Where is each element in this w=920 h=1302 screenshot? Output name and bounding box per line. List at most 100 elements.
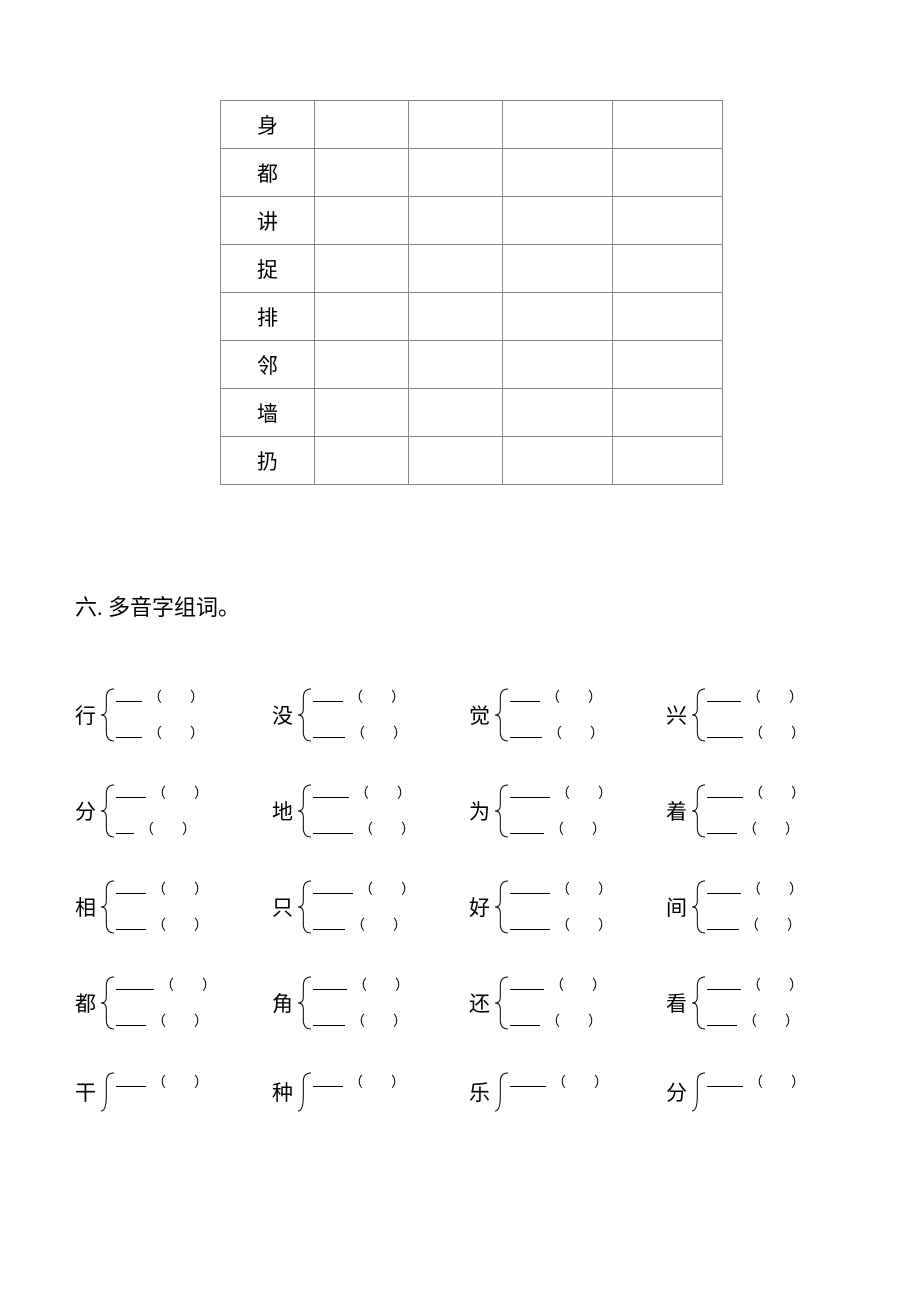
paren-close: ） — [598, 879, 612, 899]
table-cell — [503, 245, 613, 293]
table-cell: 扔 — [221, 437, 315, 485]
paren-open: （ — [152, 879, 166, 899]
table-cell — [315, 341, 409, 389]
polyphonic-char: 为 — [469, 796, 490, 826]
pinyin-blank — [313, 1016, 345, 1026]
table-cell — [315, 197, 409, 245]
paren-close: ） — [787, 915, 801, 935]
table-cell — [613, 149, 723, 197]
paren-open: （ — [152, 1011, 166, 1031]
paren-close: ） — [397, 783, 411, 803]
polyphonic-group: 行（）（） — [75, 687, 254, 743]
polyphonic-char: 相 — [75, 892, 96, 922]
polyphonic-group: 只（）（） — [272, 879, 451, 935]
paren-close: ） — [592, 819, 606, 839]
pinyin-blank — [707, 788, 743, 798]
table-cell — [503, 437, 613, 485]
table-cell — [409, 389, 503, 437]
polyphonic-exercise: 行（）（）没（）（）觉（）（）兴（）（）分（）（）地（）（）为（）（）着（）（）… — [75, 687, 845, 1113]
paren-close: ） — [598, 915, 612, 935]
paren-close: ） — [785, 819, 799, 839]
reading-line: （） — [707, 975, 803, 995]
paren-close: ） — [789, 975, 803, 995]
polyphonic-char: 地 — [272, 796, 293, 826]
brace-icon — [100, 975, 114, 1031]
table-cell — [613, 197, 723, 245]
paren-close: ） — [588, 687, 602, 707]
paren-open: （ — [556, 879, 570, 899]
pinyin-blank — [510, 1016, 540, 1026]
reading-line: （） — [313, 975, 409, 995]
table-cell — [409, 437, 503, 485]
reading-line: （） — [510, 915, 612, 935]
pinyin-blank — [510, 980, 544, 990]
paren-open: （ — [152, 783, 166, 803]
table-cell — [315, 293, 409, 341]
pinyin-blank — [313, 1077, 343, 1087]
brace-icon — [100, 879, 114, 935]
table-cell — [315, 245, 409, 293]
polyphonic-group: 为（）（） — [469, 783, 648, 839]
pinyin-blank — [313, 824, 353, 834]
polyphonic-char: 兴 — [666, 700, 687, 730]
brace-icon — [691, 879, 705, 935]
reading-line: （） — [510, 879, 612, 899]
reading-line: （） — [707, 1011, 803, 1031]
pinyin-blank — [116, 1077, 146, 1087]
polyphonic-char: 分 — [75, 796, 96, 826]
pinyin-blank — [510, 788, 550, 798]
paren-close: ） — [791, 1072, 805, 1092]
reading-line: （） — [510, 1072, 608, 1092]
pinyin-blank — [313, 884, 353, 894]
table-cell — [315, 389, 409, 437]
reading-line: （） — [313, 783, 415, 803]
polyphonic-group: 看（）（） — [666, 975, 845, 1031]
brace-icon — [691, 1071, 705, 1113]
polyphonic-char: 角 — [272, 988, 293, 1018]
table-cell — [613, 293, 723, 341]
paren-close: ） — [395, 975, 409, 995]
polyphonic-group: 地（）（） — [272, 783, 451, 839]
reading-line: （） — [313, 687, 407, 707]
reading-line: （） — [707, 723, 805, 743]
pinyin-blank — [510, 920, 550, 930]
table-cell — [409, 101, 503, 149]
polyphonic-group: 种（） — [272, 1071, 451, 1113]
pinyin-blank — [707, 728, 743, 738]
paren-close: ） — [401, 819, 415, 839]
pinyin-blank — [510, 824, 544, 834]
table-cell — [409, 293, 503, 341]
paren-close: ） — [789, 879, 803, 899]
polyphonic-char: 干 — [75, 1077, 96, 1107]
brace-icon — [100, 783, 114, 839]
paren-open: （ — [548, 723, 562, 743]
pinyin-blank — [116, 884, 146, 894]
table-cell — [409, 245, 503, 293]
pinyin-blank — [116, 1016, 146, 1026]
brace-icon — [494, 879, 508, 935]
polyphonic-group: 都（）（） — [75, 975, 254, 1031]
paren-close: ） — [590, 723, 604, 743]
reading-line: （） — [313, 1011, 409, 1031]
paren-close: ） — [393, 723, 407, 743]
polyphonic-char: 乐 — [469, 1077, 490, 1107]
pinyin-blank — [707, 1016, 737, 1026]
paren-open: （ — [749, 1072, 763, 1092]
reading-line: （） — [116, 1072, 208, 1092]
polyphonic-group: 好（）（） — [469, 879, 648, 935]
paren-close: ） — [791, 783, 805, 803]
pinyin-blank — [707, 884, 741, 894]
polyphonic-group: 着（）（） — [666, 783, 845, 839]
reading-line: （） — [116, 819, 208, 839]
paren-open: （ — [747, 879, 761, 899]
reading-line: （） — [707, 687, 805, 707]
reading-line: （） — [510, 1011, 606, 1031]
brace-icon — [691, 783, 705, 839]
pinyin-blank — [707, 980, 741, 990]
pinyin-blank — [313, 788, 349, 798]
polyphonic-group: 兴 （） （） — [666, 687, 845, 743]
pinyin-blank — [707, 824, 737, 834]
table-cell — [409, 149, 503, 197]
polyphonic-char: 只 — [272, 892, 293, 922]
paren-close: ） — [592, 975, 606, 995]
